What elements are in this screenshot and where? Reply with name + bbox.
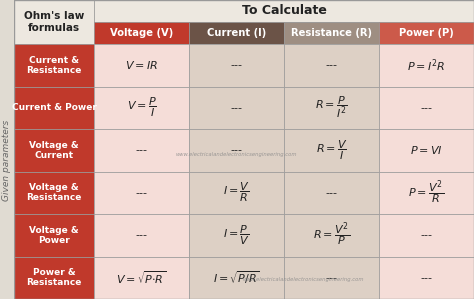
Text: ---: --- xyxy=(420,103,432,113)
Bar xyxy=(379,129,474,172)
Text: Given parameters: Given parameters xyxy=(2,120,11,201)
Text: $V = \sqrt{P{\cdot}R}$: $V = \sqrt{P{\cdot}R}$ xyxy=(117,269,166,286)
Text: Voltage &
Current: Voltage & Current xyxy=(29,141,79,160)
Text: To Calculate: To Calculate xyxy=(242,4,327,18)
Text: Power (P): Power (P) xyxy=(399,28,454,38)
Text: Power &
Resistance: Power & Resistance xyxy=(27,268,82,287)
Text: ---: --- xyxy=(326,60,337,70)
Bar xyxy=(94,0,474,22)
Text: $R = \dfrac{P}{I^{2}}$: $R = \dfrac{P}{I^{2}}$ xyxy=(315,95,348,120)
Bar xyxy=(14,44,94,86)
Bar xyxy=(14,129,94,172)
Text: Current & Power: Current & Power xyxy=(11,103,96,112)
Bar xyxy=(14,0,94,44)
Text: Current &
Resistance: Current & Resistance xyxy=(27,56,82,75)
Text: $I = \sqrt{P/R}$: $I = \sqrt{P/R}$ xyxy=(213,269,260,286)
Bar xyxy=(284,86,379,129)
Bar xyxy=(284,172,379,214)
Text: $P = \dfrac{V^{2}}{R}$: $P = \dfrac{V^{2}}{R}$ xyxy=(409,179,445,207)
Bar xyxy=(189,22,284,44)
Text: ---: --- xyxy=(230,60,243,70)
Bar xyxy=(189,86,284,129)
Bar xyxy=(284,129,379,172)
Bar xyxy=(284,22,379,44)
Text: Voltage &
Power: Voltage & Power xyxy=(29,225,79,245)
Bar xyxy=(0,0,14,299)
Text: $P = I^{2}R$: $P = I^{2}R$ xyxy=(407,57,446,74)
Bar xyxy=(14,172,94,214)
Bar xyxy=(14,257,94,299)
Text: $I = \dfrac{P}{V}$: $I = \dfrac{P}{V}$ xyxy=(223,224,250,247)
Bar xyxy=(379,86,474,129)
Text: Current (I): Current (I) xyxy=(207,28,266,38)
Text: $P = VI$: $P = VI$ xyxy=(410,144,443,156)
Text: ---: --- xyxy=(230,103,243,113)
Bar xyxy=(189,129,284,172)
Bar xyxy=(94,44,189,86)
Text: www.electricalandelectronicsengineering.com: www.electricalandelectronicsengineering.… xyxy=(176,152,297,157)
Text: ---: --- xyxy=(420,230,432,240)
Bar xyxy=(379,22,474,44)
Text: $V = \dfrac{P}{I}$: $V = \dfrac{P}{I}$ xyxy=(127,96,156,120)
Text: www.electricalandelectronicsengineering.com: www.electricalandelectronicsengineering.… xyxy=(242,277,364,282)
Bar xyxy=(94,172,189,214)
Text: Voltage (V): Voltage (V) xyxy=(110,28,173,38)
Bar xyxy=(94,22,189,44)
Text: ---: --- xyxy=(326,273,337,283)
Bar xyxy=(189,257,284,299)
Text: Voltage &
Resistance: Voltage & Resistance xyxy=(27,183,82,202)
Bar xyxy=(14,214,94,257)
Bar xyxy=(284,257,379,299)
Bar xyxy=(94,257,189,299)
Text: ---: --- xyxy=(326,188,337,198)
Bar xyxy=(379,257,474,299)
Bar xyxy=(284,214,379,257)
Text: $I = \dfrac{V}{R}$: $I = \dfrac{V}{R}$ xyxy=(223,181,250,205)
Text: $R = \dfrac{V^{2}}{P}$: $R = \dfrac{V^{2}}{P}$ xyxy=(313,221,350,249)
Bar xyxy=(94,129,189,172)
Text: Resistance (R): Resistance (R) xyxy=(291,28,372,38)
Bar xyxy=(379,214,474,257)
Text: Ohm's law
formulas: Ohm's law formulas xyxy=(24,11,84,33)
Bar xyxy=(189,172,284,214)
Text: $R = \dfrac{V}{I}$: $R = \dfrac{V}{I}$ xyxy=(316,138,347,162)
Text: ---: --- xyxy=(420,273,432,283)
Text: $V = IR$: $V = IR$ xyxy=(125,59,158,71)
Text: ---: --- xyxy=(230,145,243,155)
Bar xyxy=(284,44,379,86)
Text: ---: --- xyxy=(136,145,147,155)
Bar xyxy=(14,86,94,129)
Bar xyxy=(94,86,189,129)
Text: ---: --- xyxy=(136,188,147,198)
Bar xyxy=(379,44,474,86)
Bar xyxy=(379,172,474,214)
Text: ---: --- xyxy=(136,230,147,240)
Bar xyxy=(94,214,189,257)
Bar xyxy=(189,214,284,257)
Bar xyxy=(189,44,284,86)
